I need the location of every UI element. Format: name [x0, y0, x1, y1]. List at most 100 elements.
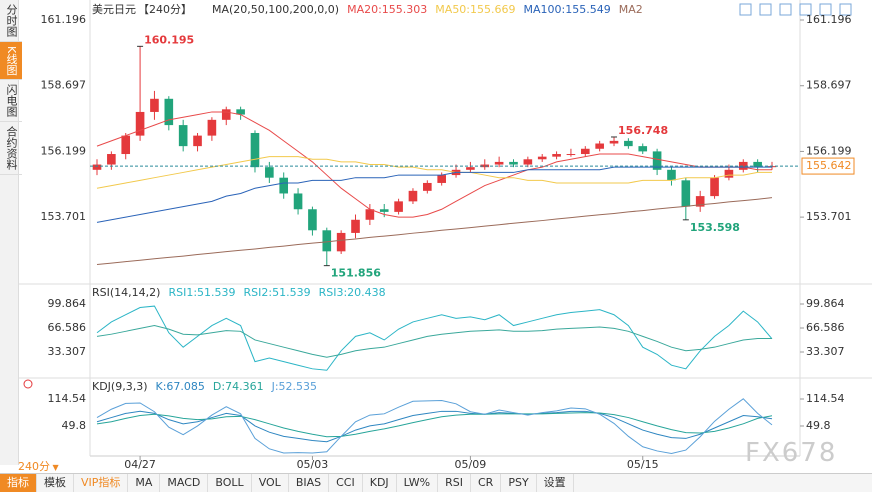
candle-body: [164, 98, 174, 126]
candle-body: [135, 111, 145, 136]
y-tick-label: 33.307: [48, 345, 87, 358]
candle-body: [724, 169, 734, 178]
candle-body: [150, 98, 159, 112]
toolbar-item[interactable]: RSI: [438, 474, 471, 492]
x-tick-label: 05/03: [297, 458, 329, 471]
candle-body: [178, 125, 188, 147]
x-tick-label: 05/15: [627, 458, 659, 471]
series-line: [96, 410, 773, 443]
toolbar-item[interactable]: LW%: [397, 474, 439, 492]
settings-icon[interactable]: [23, 379, 33, 389]
annotation: 156.748: [618, 124, 668, 137]
toolbar-item[interactable]: PSY: [501, 474, 537, 492]
candle-body: [279, 177, 289, 194]
indicator-label: MA(20,50,100,200,0,0): [212, 3, 339, 16]
legend-entry: D:74.361: [213, 380, 264, 393]
legend-entry: RSI1:51.539: [168, 286, 235, 299]
candle-body: [595, 143, 604, 149]
candle-body: [351, 219, 360, 233]
candle-body: [767, 166, 777, 168]
series-line: [96, 156, 772, 189]
toolbar-item[interactable]: BIAS: [289, 474, 330, 492]
toolbar-item[interactable]: 指标: [0, 474, 37, 492]
y-tick-label: 161.196: [41, 13, 87, 26]
legend-entry: KDJ(9,3,3): [92, 380, 148, 393]
y-tick-label: 158.697: [806, 79, 852, 92]
annotation: 160.195: [144, 33, 194, 46]
candle-body: [365, 209, 375, 220]
x-tick-label: 05/09: [455, 458, 487, 471]
sidebar-tab[interactable]: K线图: [0, 42, 22, 81]
candle-body: [609, 140, 619, 144]
candle-body: [681, 180, 691, 207]
series-line: [96, 197, 773, 265]
candle-body: [121, 135, 131, 155]
y-tick-label: 114.54: [48, 392, 87, 405]
toolbar-item[interactable]: MA: [128, 474, 161, 492]
legend-entry: MA2: [619, 3, 643, 16]
y-tick-label: 156.199: [806, 144, 852, 157]
chart-title: 美元日元: [92, 3, 136, 16]
candle-body: [193, 135, 202, 147]
candle-body: [107, 154, 116, 165]
period-label: 【240分】: [138, 3, 192, 16]
legend-entry: K:67.085: [156, 380, 205, 393]
toolbar: 指标 模板 VIP指标 MA MACD BOLL VOL BIAS CCI KDJ LW% RSI CR…: [0, 473, 872, 492]
y-tick-label: 161.196: [806, 13, 852, 26]
candle-body: [236, 109, 245, 115]
legend-entry: MA20:155.303: [347, 3, 427, 16]
toolbar-item[interactable]: CR: [471, 474, 502, 492]
sidebar-tab[interactable]: 闪电图: [0, 80, 22, 123]
sidebar-tab[interactable]: 分时图: [0, 0, 22, 42]
candle-body: [92, 164, 102, 170]
annotation: 153.598: [690, 221, 740, 234]
toolbar-item[interactable]: CCI: [329, 474, 363, 492]
candle-body: [638, 146, 648, 152]
legend-entry: RSI3:20.438: [319, 286, 386, 299]
toolbar-item[interactable]: BOLL: [208, 474, 252, 492]
watermark: FX678: [745, 438, 838, 468]
y-tick-label: 158.697: [41, 79, 87, 92]
candle-body: [394, 201, 403, 212]
toolbar-item[interactable]: MACD: [160, 474, 209, 492]
y-tick-label: 99.864: [806, 297, 845, 310]
candle-body: [250, 132, 260, 168]
toolbar-item[interactable]: VOL: [252, 474, 289, 492]
candle-body: [408, 190, 418, 202]
series-line: [96, 166, 772, 223]
y-tick-label: 156.199: [41, 144, 87, 157]
candle-body: [509, 161, 518, 165]
candle-body: [667, 169, 676, 181]
candle-body: [552, 154, 561, 157]
y-tick-label: 66.586: [806, 321, 845, 334]
legend-entry: J:52.535: [271, 380, 317, 393]
toolbar-item[interactable]: KDJ: [363, 474, 397, 492]
sidebar-tab[interactable]: 合约资料: [0, 122, 22, 176]
toolbar-item[interactable]: VIP指标: [74, 474, 129, 492]
series-line: [96, 398, 773, 454]
legend-entry: RSI(14,14,2): [92, 286, 160, 299]
y-tick-label: 49.8: [62, 419, 87, 432]
legend-entry: RSI2:51.539: [244, 286, 311, 299]
period-selector[interactable]: 240分: [18, 458, 59, 474]
legend-entry: MA50:155.669: [435, 3, 515, 16]
candle-body: [265, 167, 274, 178]
y-tick-label: 153.701: [806, 210, 852, 223]
series-line: [96, 325, 772, 358]
last-price-box: [801, 157, 855, 175]
candle-body: [523, 159, 533, 165]
candle-body: [466, 167, 475, 170]
y-tick-label: 153.701: [41, 210, 87, 223]
annotation: 151.856: [331, 267, 381, 280]
toolbar-item[interactable]: 模板: [37, 474, 74, 492]
candle-body: [293, 193, 303, 210]
candle-body: [322, 230, 332, 252]
candle-body: [710, 177, 719, 197]
y-tick-label: 66.586: [48, 321, 87, 334]
toolbar-item[interactable]: 设置: [537, 474, 574, 492]
candle-body: [437, 175, 446, 183]
candle-body: [738, 161, 748, 170]
candle-body: [379, 209, 389, 212]
candle-body: [494, 161, 504, 165]
